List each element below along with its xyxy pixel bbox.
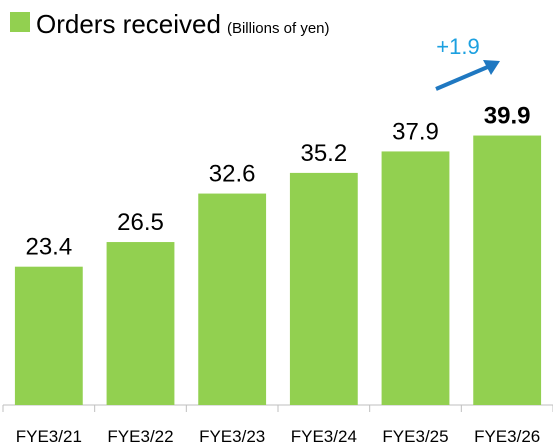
value-label: 23.4 — [25, 234, 72, 261]
bar — [14, 266, 83, 405]
bar — [381, 151, 450, 405]
chart-title: Orders received (Billions of yen) — [36, 9, 330, 39]
x-tick-label: FYE3/23 — [199, 427, 265, 446]
bar — [198, 193, 267, 405]
x-tick-label: FYE3/21 — [16, 427, 82, 446]
value-label: 39.9 — [484, 103, 531, 130]
annotation: +1.9 — [436, 34, 479, 59]
value-label: 26.5 — [117, 209, 164, 236]
value-label: 37.9 — [392, 118, 439, 145]
arrow — [435, 64, 491, 91]
subtitle: (Billions of yen) — [227, 20, 330, 37]
value-label: 35.2 — [300, 140, 347, 167]
x-tick-label: FYE3/26 — [474, 427, 540, 446]
title: Orders received — [36, 9, 221, 39]
x-tick-label: FYE3/25 — [382, 427, 448, 446]
bar — [289, 172, 358, 405]
bar — [473, 135, 542, 406]
x-tick-label: FYE3/24 — [291, 427, 357, 446]
value-label: 32.6 — [209, 161, 256, 188]
legend-swatch — [10, 12, 30, 32]
x-tick-label: FYE3/22 — [107, 427, 173, 446]
bar — [106, 242, 175, 405]
arrow-head — [483, 60, 500, 75]
